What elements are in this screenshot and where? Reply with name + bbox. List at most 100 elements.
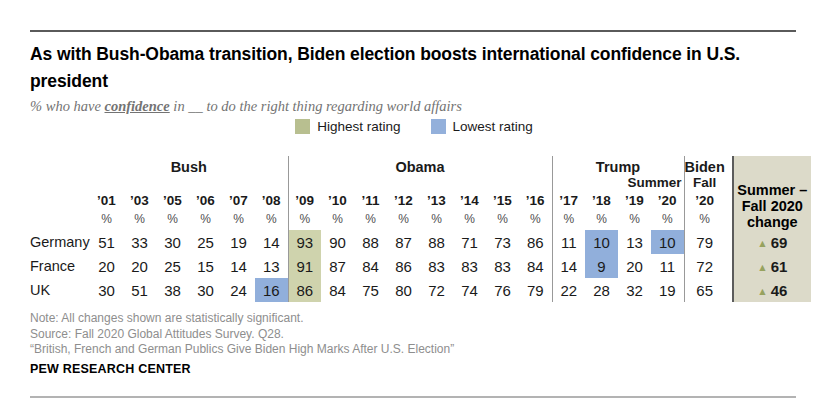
increase-triangle-icon: ▲	[757, 237, 767, 249]
value-cell: 79	[684, 230, 725, 254]
year-label: ’03	[123, 190, 156, 208]
percent-symbol: %	[156, 208, 189, 230]
gap-spacer	[725, 230, 733, 254]
value-cell: 87	[387, 230, 420, 254]
value-cell: 30	[90, 278, 123, 302]
value-cell: 84	[354, 254, 387, 278]
value-cell: 65	[684, 278, 725, 302]
percent-symbol: %	[651, 208, 684, 230]
value-cell: 20	[123, 254, 156, 278]
change-cell: ▲ 69	[733, 230, 811, 254]
value-cell: 32	[618, 278, 651, 302]
value-cell: 76	[486, 278, 519, 302]
increase-triangle-icon: ▲	[757, 285, 767, 297]
country-label: Germany	[30, 230, 90, 254]
group-label-biden: Biden	[684, 156, 725, 175]
value-cell: 51	[123, 278, 156, 302]
table-row: ’01’03’05’06’07’08’09’10’11’12’13’14’15’…	[30, 190, 811, 208]
value-cell: 38	[156, 278, 189, 302]
increase-triangle-icon: ▲	[757, 261, 767, 273]
group-label-text: Bush	[171, 159, 207, 175]
percent-symbol: %	[354, 208, 387, 230]
year-label: ’19	[618, 190, 651, 208]
value-cell: 80	[387, 278, 420, 302]
highest-rating-swatch-icon	[295, 119, 310, 134]
value-cell: 51	[90, 230, 123, 254]
gap-spacer	[725, 208, 733, 230]
value-cell: 72	[420, 278, 453, 302]
value-cell: 25	[156, 254, 189, 278]
table-row: BushObamaTrumpBidenSummer –Fall 2020chan…	[30, 156, 811, 175]
percent-symbol: %	[684, 208, 725, 230]
legend-label: Lowest rating	[453, 119, 533, 134]
change-value: 69	[771, 234, 788, 251]
value-cell: 83	[420, 254, 453, 278]
change-cell: ▲46	[733, 278, 811, 302]
year-label: ’18	[585, 190, 618, 208]
subtitle-prefix: % who have	[30, 98, 105, 114]
footer-notes: Note: All changes shown are statisticall…	[30, 311, 730, 358]
value-cell: 88	[420, 230, 453, 254]
value-cell: 25	[189, 230, 222, 254]
group-label-trump: Trump	[552, 156, 684, 175]
percent-symbol: %	[519, 208, 552, 230]
gap-spacer	[725, 156, 733, 175]
empty-cell	[288, 175, 552, 190]
change-header-line: Summer –	[734, 182, 811, 198]
year-label: ’15	[486, 190, 519, 208]
percent-symbol: %	[387, 208, 420, 230]
value-cell: 19	[651, 278, 684, 302]
value-cell: 86	[519, 230, 552, 254]
change-column-header: Summer –Fall 2020change	[733, 156, 811, 230]
gap-spacer	[725, 175, 733, 190]
value-cell: 73	[486, 230, 519, 254]
year-label: ’05	[156, 190, 189, 208]
value-cell: 75	[354, 278, 387, 302]
year-label: ’08	[255, 190, 288, 208]
percent-symbol: %	[222, 208, 255, 230]
group-label-bush: Bush	[90, 156, 288, 175]
percent-symbol: %	[552, 208, 585, 230]
year-label: ’14	[453, 190, 486, 208]
top-divider	[30, 30, 796, 32]
report-title-line: “British, French and German Publics Give…	[30, 342, 730, 358]
value-cell: 88	[354, 230, 387, 254]
page-title: As with Bush-Obama transition, Biden ele…	[30, 41, 808, 95]
group-label-text: Trump	[596, 159, 640, 175]
value-cell: 84	[519, 254, 552, 278]
legend: Highest rating Lowest rating	[0, 119, 828, 134]
percent-symbol: %	[321, 208, 354, 230]
bottom-divider	[30, 396, 796, 398]
year-label: ’06	[189, 190, 222, 208]
chart-subtitle: % who have confidence in __ to do the ri…	[30, 98, 790, 115]
value-cell: 14	[222, 254, 255, 278]
value-cell: 87	[321, 254, 354, 278]
percent-symbol: %	[585, 208, 618, 230]
table-row: UK30513830241686847580727476792228321965…	[30, 278, 811, 302]
group-label-text: Biden	[685, 159, 725, 175]
confidence-table: Bush Obama Trump Biden Summer –Fall 2020chan…	[30, 156, 811, 302]
percent-symbol: %	[618, 208, 651, 230]
value-cell: 30	[156, 230, 189, 254]
value-cell: 86	[387, 254, 420, 278]
percent-symbol: %	[90, 208, 123, 230]
percent-symbol: %	[453, 208, 486, 230]
value-cell: 90	[321, 230, 354, 254]
percent-symbol: %	[420, 208, 453, 230]
subtitle-emphasis: confidence	[105, 98, 170, 114]
group-label-obama: Obama	[288, 156, 552, 175]
value-cell: 10	[651, 230, 684, 254]
change-header-line: Fall 2020	[734, 198, 811, 214]
value-cell: 14	[552, 254, 585, 278]
fall-sublabel-text: Fall	[693, 175, 716, 190]
value-cell: 28	[585, 278, 618, 302]
percent-symbol: %	[288, 208, 321, 230]
value-cell: 91	[288, 254, 321, 278]
value-cell: 24	[222, 278, 255, 302]
value-cell: 72	[684, 254, 725, 278]
year-label: ’07	[222, 190, 255, 208]
value-cell: 71	[453, 230, 486, 254]
value-cell: 9	[585, 254, 618, 278]
value-cell: 83	[453, 254, 486, 278]
value-cell: 20	[90, 254, 123, 278]
